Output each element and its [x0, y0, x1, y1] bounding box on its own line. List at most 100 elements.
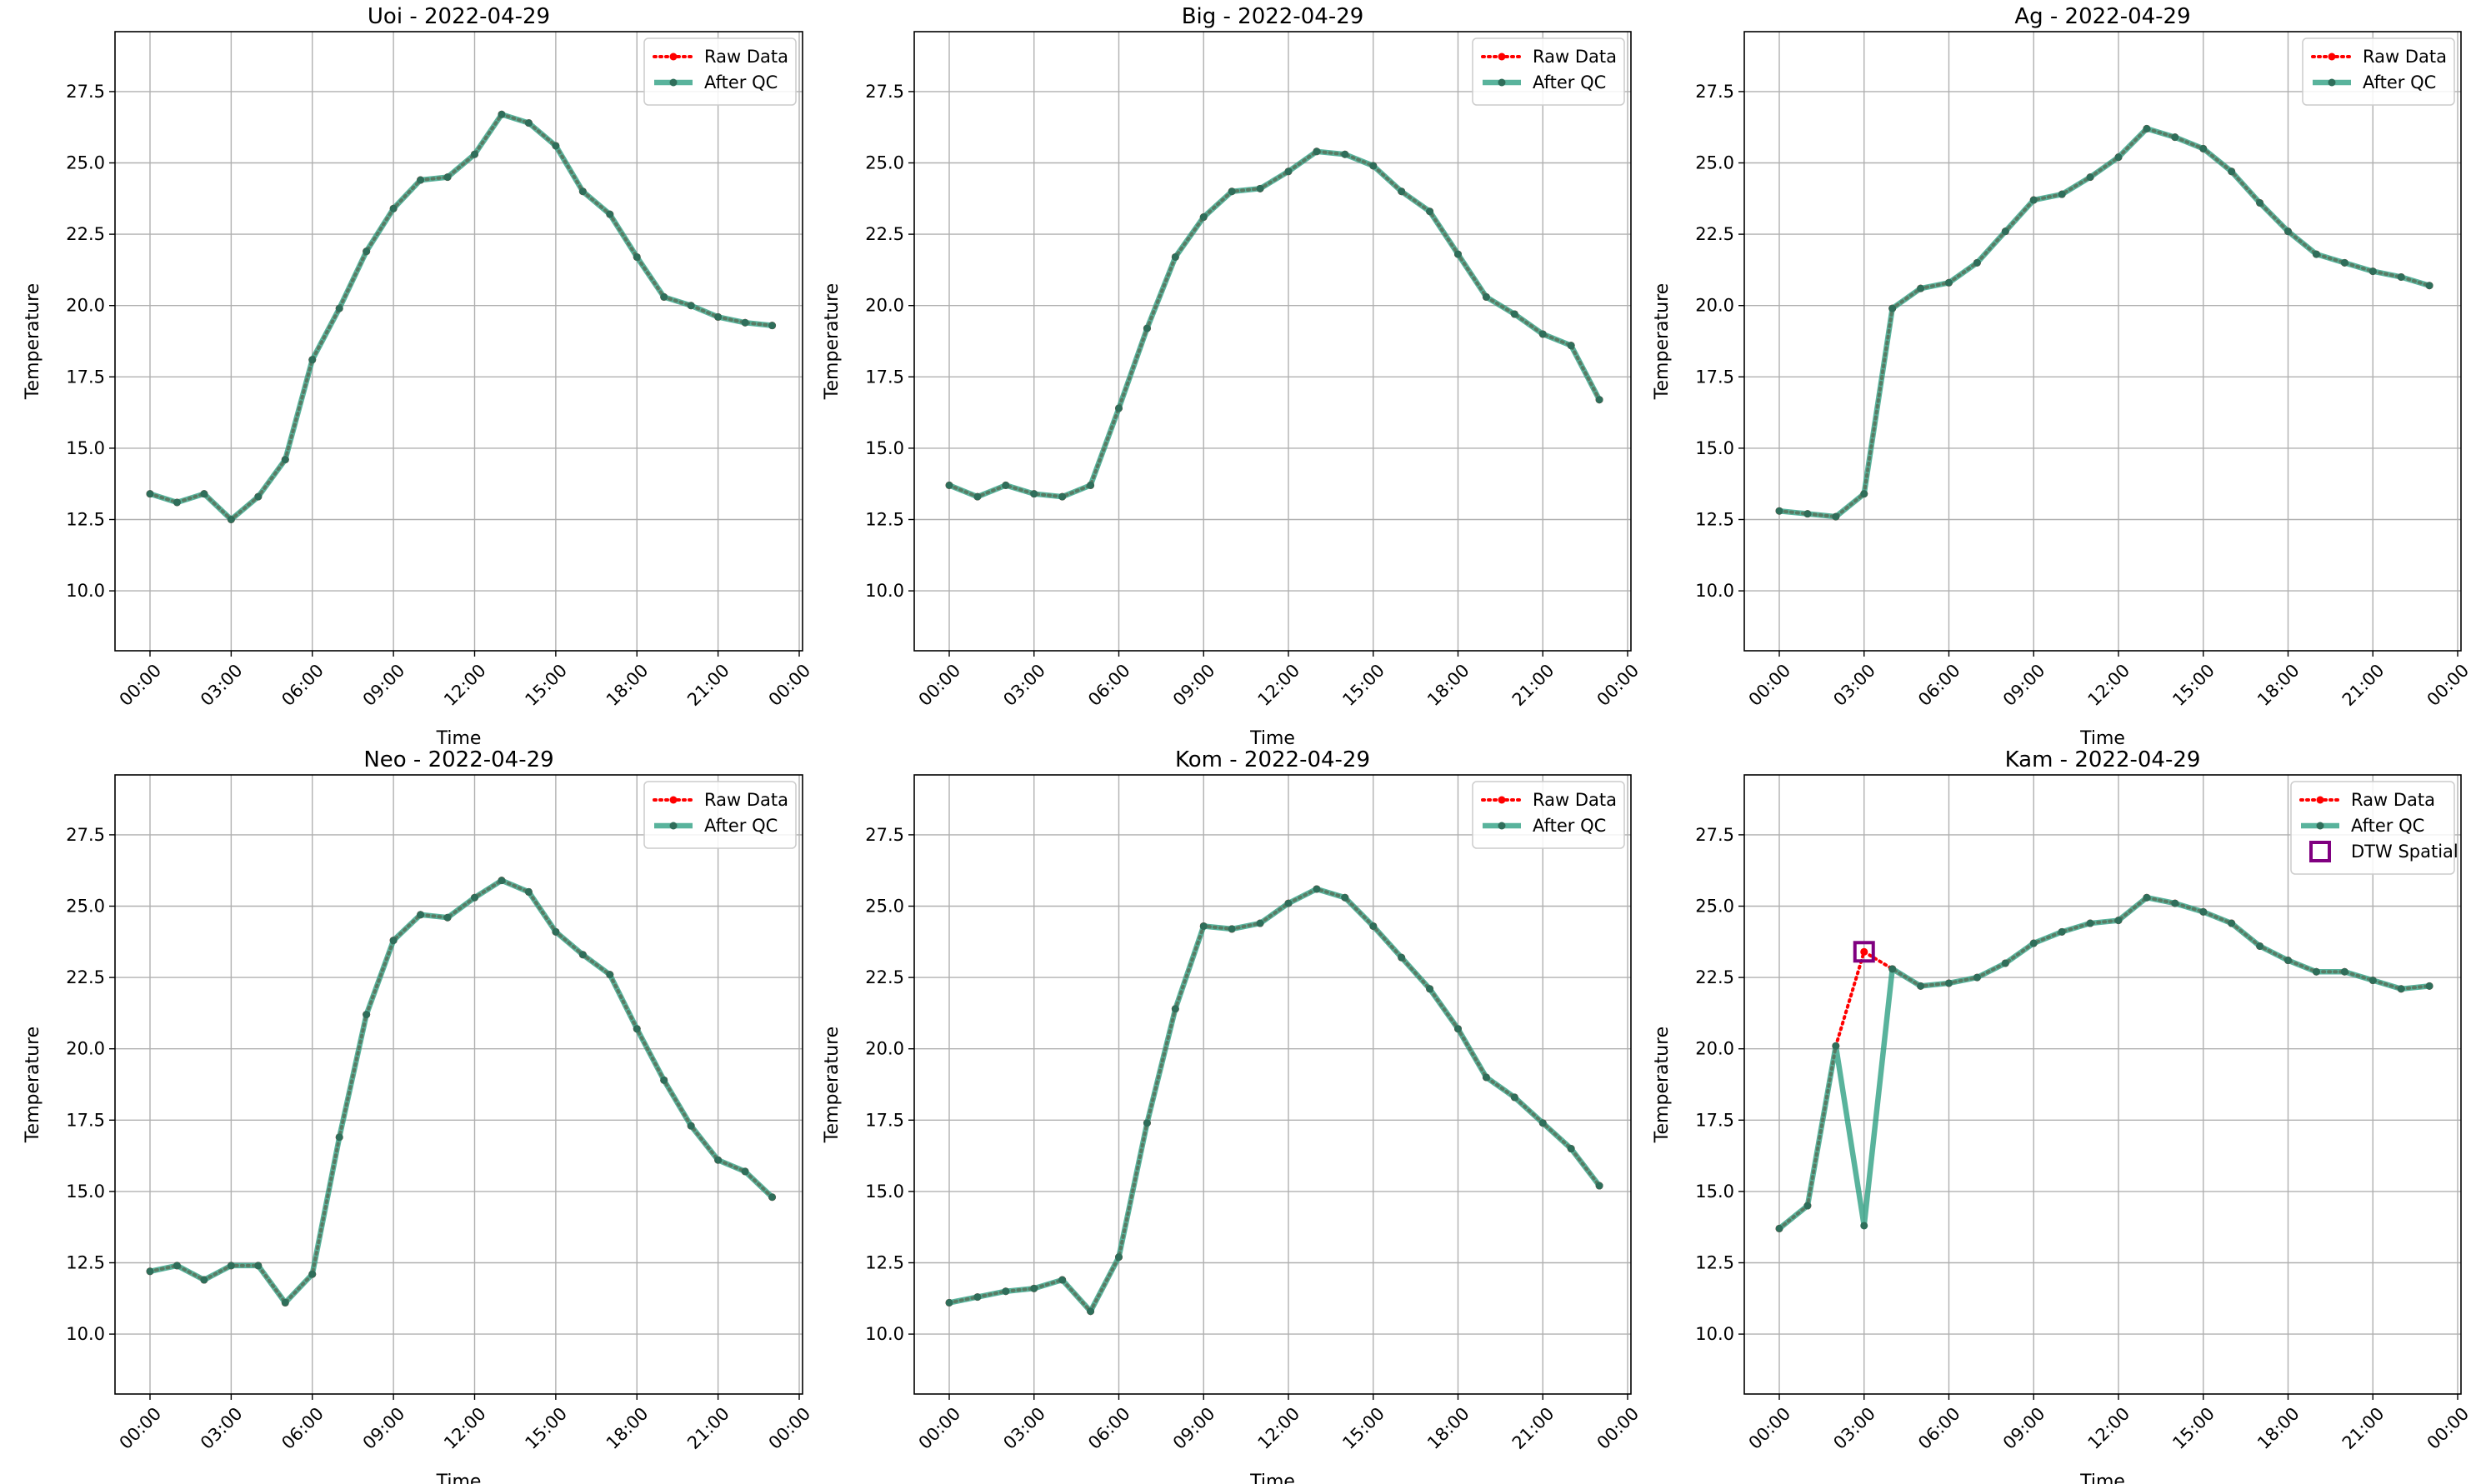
y-tick-label: 25.0: [865, 153, 904, 173]
x-tick-label: 21:00: [1508, 660, 1558, 710]
x-tick-label: 00:00: [1745, 660, 1795, 710]
y-tick-label: 15.0: [1695, 438, 1734, 458]
y-axis-label: Temperature: [1652, 283, 1673, 400]
y-tick-label: 12.5: [66, 1252, 105, 1272]
subplot-title: Uoi - 2022-04-29: [368, 4, 550, 29]
after-qc-point: [552, 142, 560, 150]
x-tick-label: 00:00: [765, 1403, 815, 1453]
legend-label: Raw Data: [704, 790, 788, 810]
after-qc-line: [149, 877, 774, 1306]
after-qc-point: [2199, 144, 2208, 152]
after-qc-point: [633, 1025, 641, 1033]
x-tick-label: 09:00: [1999, 1403, 2049, 1453]
after-qc-point: [1313, 147, 1321, 156]
axes-frame: [1743, 774, 2462, 1395]
axes-frame: [114, 774, 803, 1395]
y-tick-label: 15.0: [66, 438, 105, 458]
y-tick-label: 17.5: [1695, 1110, 1734, 1130]
x-tick-label: 06:00: [1914, 660, 1964, 710]
legend-qc-marker: [1498, 78, 1506, 87]
x-tick-label: 15:00: [521, 1403, 571, 1453]
after-qc-point: [254, 1262, 263, 1270]
after-qc-point: [1199, 922, 1208, 930]
after-qc-point: [1945, 278, 1953, 287]
after-qc-point: [2228, 919, 2236, 927]
x-tick-label: 12:00: [440, 1403, 490, 1453]
legend-label: DTW Spatial: [2351, 842, 2458, 862]
y-tick-label: 20.0: [865, 1039, 904, 1059]
after-qc-point: [1567, 1145, 1575, 1153]
after-qc-line: [948, 148, 1602, 500]
after-qc-point: [741, 318, 749, 327]
raw-data-line: [1778, 127, 2432, 519]
legend-box: [1472, 781, 1625, 849]
after-qc-point: [2397, 985, 2405, 993]
after-qc-point: [1945, 979, 1953, 987]
after-qc-point: [146, 1267, 154, 1276]
after-qc-point: [1398, 187, 1406, 196]
subplot-kom: 00:00 03:00 06:00 09:00 12:00 15:00 18:00 21:00…: [822, 747, 1643, 1484]
x-tick-label: 12:00: [1254, 1403, 1304, 1453]
after-qc-point: [1860, 490, 1868, 498]
after-qc-point: [200, 1276, 208, 1284]
after-qc-point: [1803, 510, 1812, 518]
after-qc-line: [1777, 894, 2430, 1231]
legend: Raw Data After QC: [643, 781, 797, 849]
x-tick-label: 03:00: [197, 1403, 247, 1453]
x-tick-label: 12:00: [2084, 660, 2134, 710]
after-qc-point: [1171, 252, 1179, 261]
x-tick-label: 06:00: [278, 1403, 328, 1453]
after-qc-point: [714, 312, 723, 321]
after-qc-point: [2256, 942, 2264, 950]
after-qc-point: [1775, 507, 1783, 515]
y-tick-label: 22.5: [1695, 967, 1734, 987]
after-qc-point: [2143, 124, 2151, 132]
y-tick-label: 15.0: [66, 1182, 105, 1202]
after-qc-point: [2171, 899, 2179, 907]
after-qc-point: [1143, 324, 1151, 332]
y-tick-label: 10.0: [66, 581, 105, 601]
after-qc-point: [2058, 190, 2066, 198]
legend: Raw Data After QC: [643, 37, 797, 106]
y-tick-label: 17.5: [66, 367, 105, 387]
x-tick-label: 06:00: [1914, 1403, 1964, 1453]
subplot-neo: 00:00 03:00 06:00 09:00 12:00 15:00 18:00 21:00…: [23, 747, 814, 1484]
x-tick-label: 12:00: [440, 660, 490, 710]
after-qc-point: [1030, 490, 1038, 498]
after-qc-point: [417, 911, 425, 919]
y-tick-label: 22.5: [1695, 224, 1734, 244]
y-tick-label: 17.5: [66, 1110, 105, 1130]
legend-raw-marker: [1498, 52, 1506, 61]
after-qc-point: [1803, 1202, 1812, 1210]
after-qc-point: [1454, 250, 1462, 258]
legend-qc-marker: [2316, 822, 2324, 830]
legend-label: Raw Data: [1533, 790, 1617, 810]
after-qc-point: [606, 971, 614, 979]
after-qc-point: [1341, 893, 1349, 902]
raw-data-line: [948, 149, 1602, 499]
subplot-big: 00:00 03:00 06:00 09:00 12:00 15:00 18:00 21:00…: [822, 4, 1643, 749]
legend-raw-marker: [1498, 796, 1506, 804]
after-qc-point: [2114, 917, 2123, 925]
after-qc-line: [1778, 126, 2431, 520]
x-tick-label: 06:00: [278, 660, 328, 710]
legend: Raw Data After QC: [1472, 37, 1625, 106]
after-qc-point: [2086, 173, 2094, 182]
x-tick-label: 12:00: [2084, 1403, 2134, 1453]
x-axis-label: Time: [2079, 728, 2125, 749]
y-tick-label: 12.5: [66, 509, 105, 529]
after-qc-point: [1002, 481, 1010, 489]
after-qc-point: [1199, 213, 1208, 222]
after-qc-point: [363, 1011, 371, 1019]
legend-box: [2302, 37, 2455, 106]
after-qc-point: [335, 1133, 343, 1142]
after-qc-point: [1482, 292, 1490, 301]
y-tick-label: 22.5: [865, 967, 904, 987]
legend: Raw Data After QC: [1472, 781, 1625, 849]
y-axis-label: Temperature: [822, 1027, 843, 1143]
after-qc-point: [687, 302, 695, 310]
x-tick-label: 21:00: [683, 1403, 733, 1453]
legend-label: Raw Data: [704, 47, 788, 67]
subplot-title: Ag - 2022-04-29: [2014, 4, 2190, 29]
y-tick-label: 27.5: [66, 825, 105, 845]
